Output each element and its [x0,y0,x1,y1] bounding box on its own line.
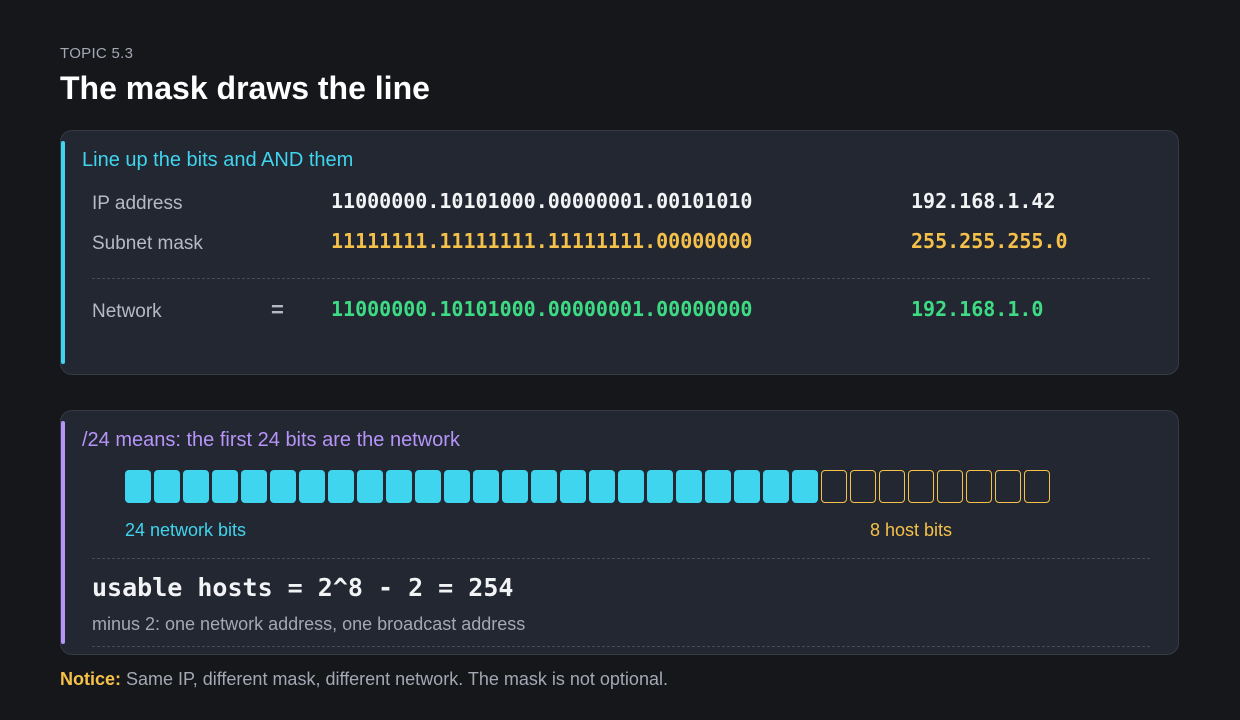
card-accent-bar [61,141,65,364]
network-bit [531,470,557,503]
dashed-divider [92,278,1150,279]
network-bit [560,470,586,503]
mask-decimal-value: 255.255.255.0 [911,229,1068,253]
host-bit [995,470,1021,503]
network-row: Network = 11000000.10101000.00000001.000… [92,297,1158,327]
usable-hosts-formula: usable hosts = 2^8 - 2 = 254 [92,573,514,602]
row-label: Subnet mask [92,233,203,254]
network-bit [647,470,673,503]
host-bit [966,470,992,503]
ip-binary-value: 11000000.10101000.00000001.00101010 [331,189,753,213]
network-bit [328,470,354,503]
notice-text: Same IP, different mask, different netwo… [121,669,668,689]
notice-label: Notice: [60,669,122,689]
network-bit [386,470,412,503]
bit-strip [125,470,1050,503]
row-label: IP address [92,193,183,214]
network-bit [212,470,238,503]
network-bit [154,470,180,503]
network-bit [125,470,151,503]
row-label: Network [92,301,162,322]
prefix-length-card: /24 means: the first 24 bits are the net… [60,410,1179,655]
network-bit [183,470,209,503]
formula-note: minus 2: one network address, one broadc… [92,614,526,634]
card-heading: Line up the bits and AND them [82,149,354,171]
network-bit [357,470,383,503]
network-bit [734,470,760,503]
ip-address-row: IP address 11000000.10101000.00000001.00… [92,189,1158,219]
network-decimal-value: 192.168.1.0 [911,297,1044,321]
ip-decimal-value: 192.168.1.42 [911,189,1056,213]
dashed-divider [92,646,1150,647]
network-bit [415,470,441,503]
network-bit [270,470,296,503]
host-bit [821,470,847,503]
page-title: The mask draws the line [60,70,430,106]
network-bit [589,470,615,503]
network-bit [618,470,644,503]
host-bit [850,470,876,503]
equals-sign: = [271,297,284,322]
network-bit [299,470,325,503]
network-binary-value: 11000000.10101000.00000001.00000000 [331,297,753,321]
host-bits-label: 8 host bits [870,520,953,540]
card-accent-bar [61,421,65,644]
host-bit [937,470,963,503]
network-bit [676,470,702,503]
dashed-divider [92,558,1150,559]
network-bit [792,470,818,503]
host-bit [879,470,905,503]
network-bit [473,470,499,503]
network-bit [241,470,267,503]
network-bit [444,470,470,503]
host-bit [908,470,934,503]
network-bit [705,470,731,503]
notice-callout: Notice: Same IP, different mask, differe… [60,669,668,690]
card-heading: /24 means: the first 24 bits are the net… [82,429,460,451]
network-bit [763,470,789,503]
host-bit [1024,470,1050,503]
topic-label: TOPIC 5.3 [60,45,134,62]
network-bit [502,470,528,503]
mask-binary-value: 11111111.11111111.11111111.00000000 [331,229,753,253]
subnet-mask-row: Subnet mask 11111111.11111111.11111111.0… [92,229,1158,259]
network-bits-label: 24 network bits [125,520,247,540]
and-operation-card: Line up the bits and AND them IP address… [60,130,1179,375]
